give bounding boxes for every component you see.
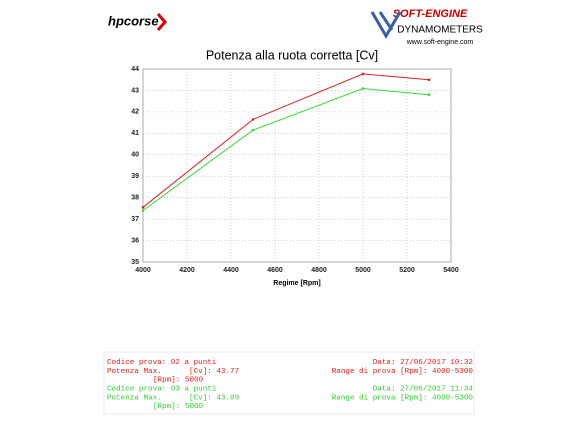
brand: SOFT-ENGINE [393,8,468,20]
report-rpm: [Rpm]: 5000 [153,403,204,411]
report-rpm: [Rpm]: 5000 [153,377,204,385]
report-range: Range di prova [Rpm]: 4000-5300 [332,394,474,402]
x-tick-label: 5000 [355,267,371,274]
data-point [251,128,255,132]
data-point [141,206,145,209]
brand-url: www.soft-engine.com [406,39,474,46]
logo: hpcorse [108,13,159,28]
y-tick-label: 41 [131,130,139,137]
y-tick-label: 40 [131,152,139,159]
x-tick-label: 5400 [443,267,459,274]
chart-title: Potenza alla ruota corretta [Cv] [206,48,378,62]
logo-box [104,12,168,34]
data-point [251,118,255,121]
brand-icon [370,11,402,39]
x-axis-label: Regime [Rpm] [273,280,320,287]
series-line [142,73,430,208]
series-line [142,88,430,211]
report-date: Data: 27/06/2017 11:34 [373,386,474,394]
report-date: Data: 27/06/2017 10:32 [373,359,474,367]
x-tick-label: 4200 [179,267,195,274]
data-point [427,93,431,97]
y-tick-label: 38 [131,195,139,202]
x-tick-label: 4600 [267,267,283,274]
y-tick-label: 37 [131,216,139,223]
report-code: Codice prova: 03 a punti [107,386,217,394]
plot-area [142,68,452,263]
brand-subtitle: DYNAMOMETERS [397,25,483,36]
x-tick-label: 4800 [311,267,327,274]
y-tick-label: 36 [131,237,139,244]
x-tick-label: 4400 [223,267,239,274]
report-code: Codice prova: 02 a punti [107,359,217,367]
report-power: Potenza Max. [Cv]: 43.77 [107,368,239,376]
y-tick-label: 44 [131,66,139,73]
y-tick-label: 39 [131,173,139,180]
report-box [103,351,475,415]
data-point [361,87,365,90]
report-power: Potenza Max. [Cv]: 43.09 [107,394,240,402]
x-tick-label: 4000 [135,267,151,274]
x-tick-label: 5200 [399,267,415,274]
y-tick-label: 42 [131,109,139,116]
data-point [141,209,145,212]
logo-arrow [156,13,167,31]
y-tick-label: 35 [131,259,139,266]
report-range: Range di prova [Rpm]: 4000-5300 [332,368,474,376]
y-tick-label: 43 [131,87,139,94]
data-point [427,78,431,82]
data-point [361,72,365,76]
